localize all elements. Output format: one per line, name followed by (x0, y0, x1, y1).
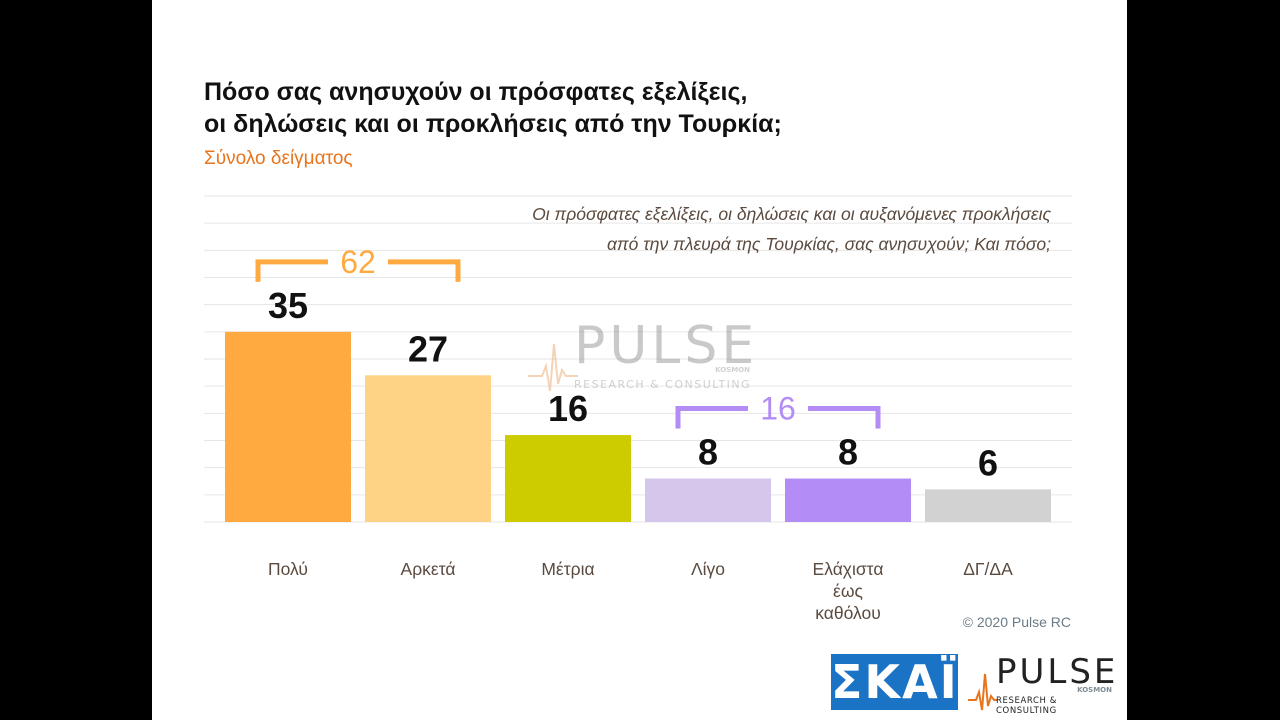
group-bracket-right (808, 406, 881, 429)
group-label: 16 (760, 391, 796, 427)
category-label: Ελάχιστα (813, 559, 884, 579)
watermark-kosmos: KOSMON (715, 366, 750, 374)
pulse-wave-icon (968, 673, 998, 711)
pulse-logo-word: PULSE (996, 652, 1119, 692)
copyright: © 2020 Pulse RC (962, 614, 1071, 630)
skai-logo: ΣΚΑΪ (831, 654, 959, 710)
pulse-logo-kosmos: KOSMON (1077, 686, 1112, 694)
category-label: Λίγο (691, 559, 725, 579)
bar (785, 478, 911, 522)
group-bracket-right (388, 259, 461, 282)
bar (365, 375, 491, 522)
title-line-2: οι δηλώσεις και οι προκλήσεις από την Το… (204, 110, 782, 138)
pulse-watermark: PULSE KOSMON RESEARCH & CONSULTING (528, 316, 758, 400)
bar-chart: 35 Πολύ 27 Αρκετά 16 Μέτρια 8 Λίγο 8 Ελάχισταέωςκ… (204, 195, 1072, 623)
category-label: έως (833, 581, 863, 601)
bar (925, 489, 1051, 522)
watermark-tagline: RESEARCH & CONSULTING (574, 378, 752, 391)
category-label: ΔΓ/ΔΑ (963, 559, 1013, 579)
group-label: 62 (340, 244, 376, 280)
pulse-logo-tagline: RESEARCH & CONSULTING (996, 696, 1057, 716)
data-label: 27 (408, 328, 448, 369)
data-label: 8 (698, 432, 718, 473)
chart-subtitle: Σύνολο δείγματος (204, 148, 353, 169)
title-line-1: Πόσο σας ανησυχούν οι πρόσφατες εξελίξει… (204, 78, 748, 106)
pulse-logo: PULSE KOSMON RESEARCH & CONSULTING (968, 652, 1119, 716)
bar (225, 331, 351, 522)
group-bracket-left (255, 259, 328, 282)
data-label: 6 (978, 442, 998, 483)
question-text: Οι πρόσφατες εξελίξεις, οι δηλώσεις και … (351, 199, 1051, 259)
data-label: 16 (548, 388, 588, 429)
question-line-1: Οι πρόσφατες εξελίξεις, οι δηλώσεις και … (532, 204, 1051, 224)
data-label: 35 (268, 285, 308, 326)
watermark-word: PULSE (574, 316, 759, 376)
slide: Πόσο σας ανησυχούν οι πρόσφατες εξελίξει… (152, 0, 1127, 720)
chart-title: Πόσο σας ανησυχούν οι πρόσφατες εξελίξει… (204, 76, 924, 140)
category-label: Αρκετά (401, 559, 456, 579)
bar (645, 478, 771, 522)
group-bracket-left (675, 406, 748, 429)
pulse-wave-icon (528, 343, 578, 392)
data-label: 8 (838, 432, 858, 473)
bar (505, 435, 631, 522)
question-line-2: από την πλευρά της Τουρκίας, σας ανησυχο… (606, 234, 1051, 254)
category-label: Πολύ (268, 559, 308, 579)
category-label: καθόλου (815, 603, 881, 623)
category-label: Μέτρια (541, 559, 594, 579)
